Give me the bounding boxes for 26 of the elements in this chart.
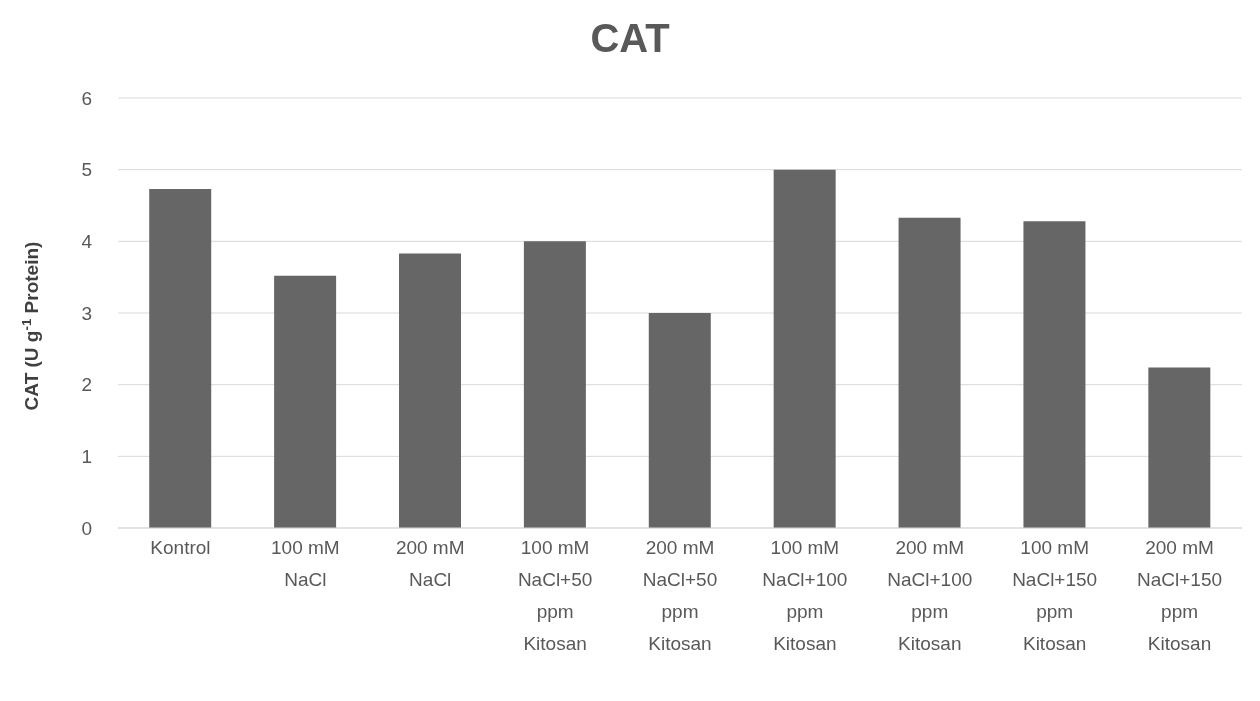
x-tick-label: 100 mM NaCl+50 ppm Kitosan: [517, 537, 593, 654]
bar: [149, 189, 212, 528]
bar: [648, 313, 711, 528]
x-tick-label: 200 mM NaCl+50 ppm Kitosan: [642, 537, 718, 654]
y-tick-label: 1: [81, 446, 92, 468]
bar: [523, 241, 586, 528]
x-tick-label: 100 mM NaCl: [271, 537, 340, 590]
y-tick-label: 0: [81, 517, 92, 539]
x-tick-label: 100 mM NaCl+150 ppm Kitosan: [1012, 537, 1098, 654]
x-tick-label: 200 mM NaCl: [395, 537, 465, 590]
y-tick-label: 3: [81, 302, 92, 324]
x-tick-label: Kontrol: [150, 537, 211, 558]
y-tick-label: 4: [81, 231, 93, 253]
bar: [1148, 367, 1211, 528]
y-tick-label: 2: [81, 374, 92, 396]
x-tick-label: 100 mM NaCl+100 ppm Kitosan: [762, 537, 848, 654]
x-tick-label: 200 mM NaCl+150 ppm Kitosan: [1137, 537, 1223, 654]
y-tick-label: 6: [81, 87, 92, 109]
bar: [773, 169, 836, 528]
y-tick-label: 5: [81, 159, 92, 181]
bar: [1023, 221, 1086, 528]
x-tick-label: 200 mM NaCl+100 ppm Kitosan: [887, 537, 973, 654]
bar: [274, 275, 337, 528]
bar: [898, 217, 961, 528]
chart-title: CAT: [589, 16, 671, 61]
bar: [399, 253, 461, 528]
